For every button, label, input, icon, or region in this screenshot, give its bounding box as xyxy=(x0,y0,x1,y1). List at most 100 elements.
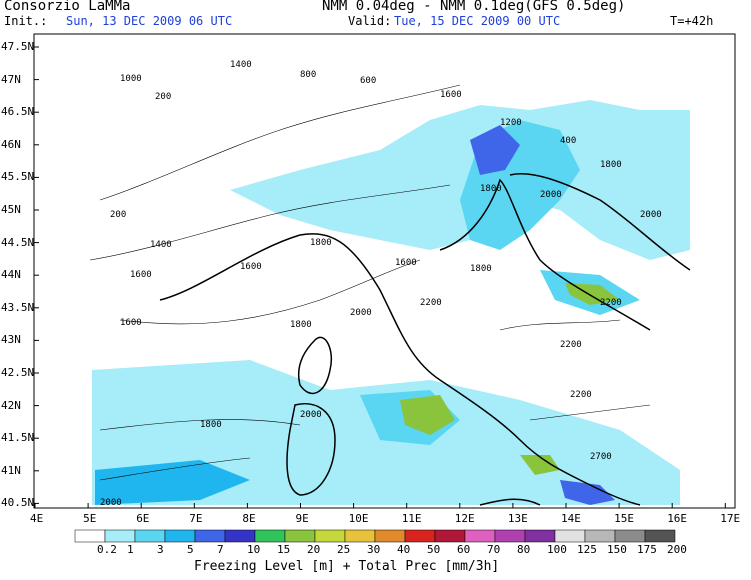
contour-label: 1600 xyxy=(395,258,417,268)
contour-label: 1600 xyxy=(440,90,462,100)
legend-swatch xyxy=(344,529,376,543)
legend-colorbar xyxy=(74,529,676,543)
contour-label: 1800 xyxy=(470,264,492,274)
contour-label: 200 xyxy=(110,210,127,220)
longitude-label: 9E xyxy=(295,512,309,525)
legend-value: 60 xyxy=(457,543,471,556)
longitude-label: 13E xyxy=(507,512,528,525)
latitude-label: 43N xyxy=(1,333,21,347)
legend-swatch xyxy=(314,529,346,543)
legend-swatch xyxy=(374,529,406,543)
contour-label: 2200 xyxy=(600,298,622,308)
forecast-step: T=+42h xyxy=(670,14,714,28)
longitude-label: 4E xyxy=(30,512,44,525)
model-title: NMM 0.04deg - NMM 0.1deg(GFS 0.5deg) xyxy=(322,0,626,14)
longitude-label: 16E xyxy=(667,512,688,525)
contour-label: 2000 xyxy=(300,410,322,420)
precip-area-north xyxy=(230,100,690,260)
latitude-label: 42.5N xyxy=(1,366,35,379)
legend-swatch xyxy=(284,529,316,543)
contour-label: 2200 xyxy=(560,340,582,350)
contour-line xyxy=(529,404,651,421)
contour-label: 200 xyxy=(155,92,172,102)
contour-label: 2000 xyxy=(100,498,122,508)
legend-swatch xyxy=(584,529,616,543)
legend-value: 0.2 xyxy=(97,543,117,556)
legend-swatch xyxy=(404,529,436,543)
coastline-sardinia xyxy=(286,403,336,496)
legend-value: 70 xyxy=(487,543,501,556)
legend-swatch xyxy=(254,529,286,543)
longitude-label: 10E xyxy=(348,512,369,525)
legend-value: 3 xyxy=(157,543,164,556)
longitude-label: 5E xyxy=(83,512,97,525)
contour-label: 1600 xyxy=(120,318,142,328)
legend-swatch xyxy=(74,529,106,543)
precip-area-puglia xyxy=(560,480,615,505)
axis-ticks xyxy=(34,46,726,508)
valid-value: Tue, 15 DEC 2009 00 UTC xyxy=(394,14,561,28)
legend-value: 25 xyxy=(337,543,351,556)
latitude-label: 45.5N xyxy=(1,170,35,184)
contour-label: 1200 xyxy=(500,118,522,128)
coastline-sicily xyxy=(479,498,541,506)
latitude-label: 44.5N xyxy=(1,235,35,249)
legend-swatch xyxy=(614,529,646,543)
legend-swatch xyxy=(494,529,526,543)
longitude-label: 8E xyxy=(242,512,256,525)
latitude-label: 41N xyxy=(1,463,21,477)
coastline-adriatic xyxy=(439,178,651,331)
latitude-label: 41.5N xyxy=(1,431,35,445)
contour-line xyxy=(99,457,251,481)
contour-label: 1800 xyxy=(290,320,312,330)
contour-line xyxy=(99,419,301,431)
legend-swatch xyxy=(104,529,136,543)
org-title: Consorzio LaMMa xyxy=(4,0,131,14)
latitude-label: 43.5N xyxy=(1,300,35,314)
legend-swatch xyxy=(464,529,496,543)
legend-value: 150 xyxy=(607,543,627,556)
precip-area-campania xyxy=(520,455,560,475)
contour-label: 1800 xyxy=(310,238,332,248)
precip-area-south-core xyxy=(400,395,455,435)
latitude-label: 44N xyxy=(1,268,21,282)
latitude-label: 46.5N xyxy=(1,105,35,119)
legend-value: 80 xyxy=(517,543,531,556)
contour-label: 800 xyxy=(300,70,317,80)
coastline-balkans xyxy=(509,173,691,271)
legend-value: 175 xyxy=(637,543,657,556)
latitude-label: 47.5N xyxy=(1,40,35,53)
longitude-label: 11E xyxy=(401,512,422,525)
latitude-label: 45N xyxy=(1,203,21,216)
precip-area-venice xyxy=(470,125,520,175)
longitude-label: 6E xyxy=(136,512,150,525)
legend-caption: Freezing Level [m] + Total Prec [mm/3h] xyxy=(194,559,500,574)
valid-label: Valid: xyxy=(348,14,392,28)
longitude-label: 7E xyxy=(189,512,203,525)
legend-value: 10 xyxy=(247,543,261,556)
legend-swatch xyxy=(194,529,226,543)
legend-value: 100 xyxy=(547,543,567,556)
contour-label: 1400 xyxy=(150,240,172,250)
contour-label: 1000 xyxy=(120,74,142,84)
contour-label: 2200 xyxy=(570,390,592,400)
contour-label: 1400 xyxy=(230,60,252,70)
latitude-label: 47N xyxy=(1,72,21,86)
legend-swatch xyxy=(524,529,556,543)
legend-value: 1 xyxy=(127,543,134,556)
legend-swatch xyxy=(224,529,256,543)
precipitation-field xyxy=(92,100,690,505)
contour-line xyxy=(119,259,421,325)
contour-line xyxy=(99,84,461,201)
contour-label: 2000 xyxy=(540,190,562,200)
coastline-italy xyxy=(159,233,641,506)
legend-swatch xyxy=(644,529,676,543)
latitude-label: 40.5N xyxy=(1,496,35,510)
legend-value: 15 xyxy=(277,543,291,556)
coastline-corsica xyxy=(298,336,332,395)
legend-value: 20 xyxy=(307,543,321,556)
legend-value: 125 xyxy=(577,543,597,556)
longitude-label: 15E xyxy=(614,512,634,525)
init-value: Sun, 13 DEC 2009 06 UTC xyxy=(66,14,233,28)
